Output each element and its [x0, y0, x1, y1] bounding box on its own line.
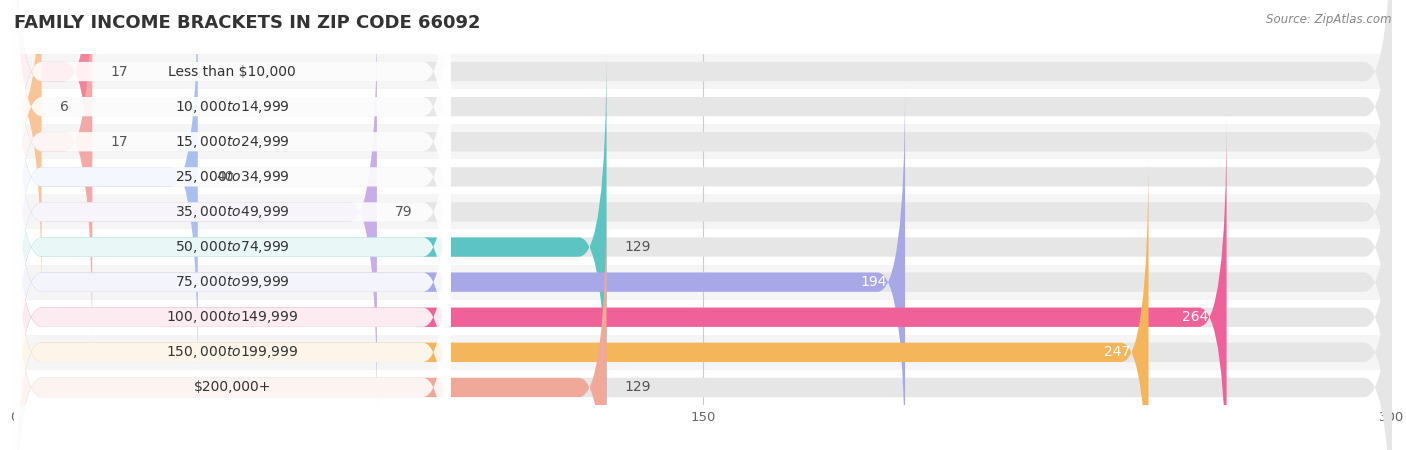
- Text: $200,000+: $200,000+: [194, 380, 271, 395]
- Bar: [14, 54, 1392, 89]
- Text: $15,000 to $24,999: $15,000 to $24,999: [174, 134, 290, 150]
- FancyBboxPatch shape: [14, 11, 377, 413]
- Text: 6: 6: [60, 99, 69, 114]
- Text: FAMILY INCOME BRACKETS IN ZIP CODE 66092: FAMILY INCOME BRACKETS IN ZIP CODE 66092: [14, 14, 481, 32]
- Text: $35,000 to $49,999: $35,000 to $49,999: [174, 204, 290, 220]
- FancyBboxPatch shape: [14, 0, 1392, 273]
- FancyBboxPatch shape: [14, 11, 450, 413]
- Text: $100,000 to $149,999: $100,000 to $149,999: [166, 309, 298, 325]
- FancyBboxPatch shape: [14, 81, 905, 450]
- Bar: [14, 159, 1392, 194]
- Bar: [14, 124, 1392, 159]
- Text: Source: ZipAtlas.com: Source: ZipAtlas.com: [1267, 14, 1392, 27]
- FancyBboxPatch shape: [14, 0, 450, 378]
- Text: 129: 129: [624, 380, 651, 395]
- Text: Less than $10,000: Less than $10,000: [169, 64, 297, 79]
- FancyBboxPatch shape: [14, 0, 450, 308]
- Bar: [14, 194, 1392, 230]
- FancyBboxPatch shape: [14, 46, 450, 448]
- Text: 40: 40: [217, 170, 233, 184]
- FancyBboxPatch shape: [14, 0, 450, 343]
- FancyBboxPatch shape: [14, 0, 42, 308]
- Text: $75,000 to $99,999: $75,000 to $99,999: [174, 274, 290, 290]
- Text: $10,000 to $14,999: $10,000 to $14,999: [174, 99, 290, 115]
- Text: 264: 264: [1182, 310, 1208, 324]
- Bar: [14, 265, 1392, 300]
- FancyBboxPatch shape: [14, 0, 198, 378]
- Text: 129: 129: [624, 240, 651, 254]
- Bar: [14, 300, 1392, 335]
- FancyBboxPatch shape: [14, 186, 1392, 450]
- Bar: [14, 335, 1392, 370]
- FancyBboxPatch shape: [14, 81, 450, 450]
- FancyBboxPatch shape: [14, 46, 606, 448]
- Bar: [14, 89, 1392, 124]
- Text: 17: 17: [111, 64, 128, 79]
- FancyBboxPatch shape: [14, 0, 450, 273]
- Bar: [14, 370, 1392, 405]
- FancyBboxPatch shape: [14, 116, 450, 450]
- Text: $150,000 to $199,999: $150,000 to $199,999: [166, 344, 298, 360]
- FancyBboxPatch shape: [14, 0, 93, 273]
- Bar: [14, 230, 1392, 265]
- FancyBboxPatch shape: [14, 0, 1392, 343]
- FancyBboxPatch shape: [14, 81, 1392, 450]
- FancyBboxPatch shape: [14, 151, 450, 450]
- FancyBboxPatch shape: [14, 46, 1392, 448]
- FancyBboxPatch shape: [14, 116, 1226, 450]
- FancyBboxPatch shape: [14, 116, 1392, 450]
- FancyBboxPatch shape: [14, 0, 93, 343]
- Text: 194: 194: [860, 275, 887, 289]
- Text: $25,000 to $34,999: $25,000 to $34,999: [174, 169, 290, 185]
- FancyBboxPatch shape: [14, 0, 1392, 308]
- FancyBboxPatch shape: [14, 11, 1392, 413]
- Text: 79: 79: [395, 205, 413, 219]
- FancyBboxPatch shape: [14, 151, 1392, 450]
- Text: $50,000 to $74,999: $50,000 to $74,999: [174, 239, 290, 255]
- FancyBboxPatch shape: [14, 186, 450, 450]
- Text: 247: 247: [1104, 345, 1130, 360]
- FancyBboxPatch shape: [14, 186, 606, 450]
- FancyBboxPatch shape: [14, 151, 1149, 450]
- Text: 17: 17: [111, 135, 128, 149]
- FancyBboxPatch shape: [14, 0, 1392, 378]
